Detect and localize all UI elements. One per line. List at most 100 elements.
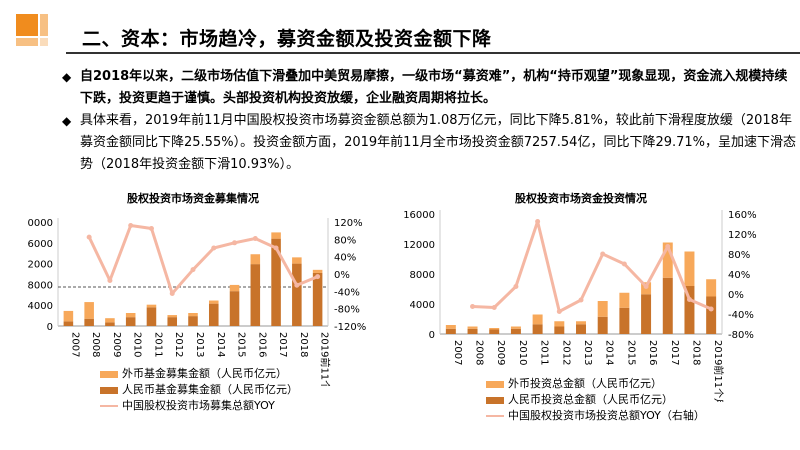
- bar-rmb: [167, 317, 178, 326]
- legend-line: [486, 415, 504, 417]
- y-tick-label: 12000: [28, 260, 53, 271]
- x-tick-label: 2007: [452, 340, 463, 365]
- bar-rmb: [146, 307, 157, 326]
- y2-tick-label: 120%: [728, 230, 757, 241]
- bar-foreign: [250, 254, 261, 265]
- yoy-point: [535, 219, 541, 224]
- page-title: 二、资本：市场趋冷，募资金额及投资金额下降: [82, 28, 492, 50]
- bar-rmb: [532, 324, 543, 334]
- bullet-list: ◆ 自2018年以来，二级市场估值下滑叠加中美贸易摩擦，一级市场“募资难”，机构…: [62, 66, 797, 176]
- bar-foreign: [489, 328, 500, 330]
- bar-foreign: [445, 325, 456, 329]
- y-tick-label: 0: [47, 322, 53, 333]
- yoy-point: [107, 278, 113, 283]
- bar-rmb: [271, 238, 281, 326]
- x-tick-label: 2009: [495, 340, 506, 365]
- bar-foreign: [292, 257, 302, 264]
- yoy-point: [686, 297, 692, 302]
- y2-tick-label: 120%: [334, 218, 363, 229]
- yoy-point: [491, 305, 497, 310]
- yoy-point: [211, 245, 217, 251]
- bar-foreign: [532, 314, 543, 325]
- diamond-icon: ◆: [62, 70, 72, 84]
- bar-rmb: [208, 303, 219, 326]
- bar-rmb: [188, 316, 198, 326]
- y-tick-label: 20000: [28, 218, 53, 229]
- bar-rmb: [597, 316, 608, 334]
- yoy-line: [472, 220, 712, 313]
- bar-foreign: [229, 284, 240, 292]
- bar-rmb: [250, 264, 261, 326]
- legend-swatch: [100, 370, 118, 378]
- bullet-text: 具体来看，2019年前11月中国股权投资市场募资金额总额为1.08万亿元，同比下…: [80, 113, 797, 172]
- x-tick-label: 2019前11个月: [712, 340, 725, 402]
- x-tick-label: 2013: [582, 340, 593, 365]
- bar-foreign: [271, 232, 281, 239]
- bar-rmb: [63, 321, 74, 326]
- legend-label: 中国股权投资市场投资总额YOY（右轴）: [508, 409, 705, 422]
- legend-line: [100, 405, 118, 407]
- logo: [16, 14, 50, 48]
- yoy-point: [708, 306, 714, 312]
- x-tick-label: 2010: [132, 332, 143, 357]
- x-tick-label: 2017: [669, 340, 680, 365]
- yoy-point: [665, 244, 671, 249]
- yoy-point: [315, 274, 321, 280]
- yoy-point: [169, 291, 175, 296]
- bar-rmb: [445, 328, 456, 334]
- bar-rmb: [619, 307, 630, 334]
- bar-rmb: [576, 324, 586, 334]
- bar-foreign: [706, 279, 717, 297]
- bar-foreign: [125, 313, 136, 318]
- x-tick-label: 2012: [560, 340, 571, 365]
- y2-tick-label: -80%: [334, 305, 360, 316]
- x-tick-label: 2014: [215, 332, 226, 357]
- legend-label: 外币基金募集金额（人民币亿元）: [122, 367, 287, 380]
- bar-rmb: [641, 294, 652, 334]
- x-tick-label: 2017: [277, 332, 288, 357]
- yoy-point: [643, 284, 649, 289]
- bar-foreign: [554, 321, 565, 327]
- y2-tick-label: 80%: [728, 250, 750, 261]
- yoy-line: [87, 224, 319, 295]
- x-tick-label: 2007: [69, 332, 80, 357]
- yoy-point: [190, 267, 196, 273]
- legend-swatch: [486, 396, 504, 404]
- x-tick-label: 2009: [111, 332, 122, 357]
- y-tick-label: 12000: [403, 240, 435, 251]
- legend-swatch: [100, 386, 118, 394]
- yoy-point: [578, 297, 584, 303]
- title-divider: [66, 52, 800, 54]
- x-tick-label: 2016: [256, 332, 267, 357]
- bar-foreign: [684, 251, 695, 286]
- bar-foreign: [597, 301, 608, 317]
- y2-tick-label: -40%: [334, 287, 360, 298]
- chart-title: 股权投资市场资金投资情况: [515, 191, 647, 205]
- bar-rmb: [292, 263, 302, 326]
- bar-foreign: [146, 304, 157, 308]
- bar-foreign: [619, 292, 630, 308]
- y-tick-label: 8000: [410, 270, 435, 281]
- y2-tick-label: -40%: [728, 310, 754, 321]
- legend-label: 人民币投资总金额（人民币亿元）: [508, 393, 673, 406]
- legend-label: 外币投资总金额（人民币亿元）: [508, 377, 662, 390]
- x-tick-label: 2010: [517, 340, 528, 365]
- bullet-item: ◆ 自2018年以来，二级市场估值下滑叠加中美贸易摩擦，一级市场“募资难”，机构…: [62, 66, 797, 110]
- bar-rmb: [510, 328, 521, 334]
- yoy-point: [148, 226, 154, 231]
- bar-rmb: [467, 328, 478, 334]
- y2-tick-label: 40%: [334, 253, 356, 264]
- y-tick-label: 4000: [28, 301, 53, 312]
- y-tick-label: 8000: [28, 280, 53, 291]
- bar-foreign: [662, 242, 673, 278]
- yoy-point: [556, 309, 562, 314]
- x-tick-label: 2018: [690, 340, 701, 365]
- bar-rmb: [489, 329, 500, 334]
- bar-foreign: [105, 318, 115, 323]
- yoy-point: [294, 282, 300, 288]
- legend-swatch: [486, 380, 504, 388]
- y2-tick-label: 160%: [728, 210, 757, 221]
- y2-tick-label: 40%: [728, 270, 750, 281]
- y2-tick-label: -80%: [728, 330, 754, 341]
- x-tick-label: 2008: [90, 332, 101, 357]
